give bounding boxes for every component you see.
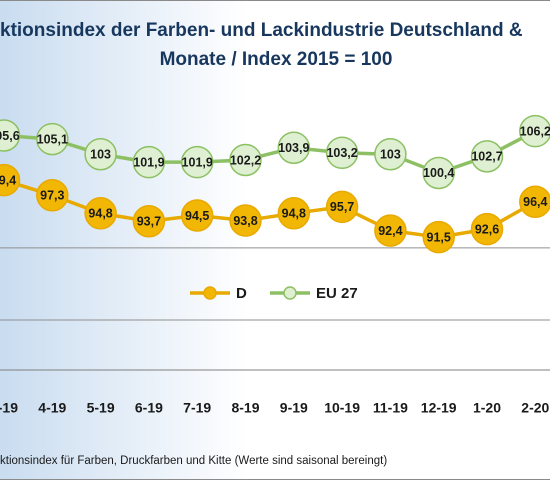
data-point — [0, 119, 21, 152]
x-tick-label: 7-19 — [183, 400, 211, 416]
chart-subtitle: Monate / Index 2015 = 100 — [160, 49, 393, 70]
data-point — [229, 204, 262, 237]
data-point — [277, 197, 311, 230]
data-label: 96,4 — [523, 195, 547, 209]
data-point — [422, 156, 455, 190]
data-label: 101,9 — [133, 155, 164, 169]
data-label: 101,9 — [182, 155, 213, 169]
data-label: 100,4 — [423, 166, 454, 180]
data-point — [84, 197, 117, 230]
data-label: 106,2 — [520, 124, 550, 138]
x-tick-label: 11-19 — [373, 400, 408, 416]
data-label: 94,8 — [282, 207, 306, 221]
legend-marker — [283, 286, 297, 300]
data-point — [229, 143, 262, 177]
data-point — [277, 131, 311, 164]
data-point — [84, 137, 117, 171]
legend-label: D — [236, 285, 247, 302]
data-point — [180, 199, 214, 232]
x-tick-label: 6-19 — [135, 400, 163, 416]
data-point — [470, 212, 504, 246]
data-label: 93,8 — [233, 214, 257, 228]
legend-marker — [203, 286, 217, 300]
data-label: 94,5 — [185, 209, 209, 223]
chart-title: ktionsindex der Farben- und Lackindustri… — [0, 20, 523, 41]
x-tick-label: 3-19 — [0, 400, 18, 416]
data-label: 103 — [380, 148, 401, 162]
data-point — [36, 122, 69, 156]
data-point — [519, 114, 550, 148]
data-label: 103 — [90, 148, 111, 162]
data-label: 99,4 — [0, 173, 16, 187]
data-label: 92,4 — [378, 224, 402, 238]
data-label: 105,6 — [0, 129, 20, 143]
data-point — [132, 145, 166, 179]
x-tick-label: 4-19 — [38, 400, 66, 416]
footnote: ktionsindex für Farben, Druckfarben und … — [0, 455, 387, 467]
data-point — [180, 145, 214, 179]
data-point — [374, 214, 407, 247]
x-tick-label: 1-20 — [473, 400, 501, 416]
data-label: 94,8 — [88, 207, 112, 221]
data-label: 91,5 — [427, 230, 451, 244]
data-label: 102,7 — [471, 150, 502, 164]
data-point — [470, 140, 504, 173]
x-tick-label: 2-20 — [521, 400, 549, 416]
x-tick-label: 9-19 — [280, 400, 308, 416]
x-tick-label: 5-19 — [87, 400, 115, 416]
x-tick-label: 10-19 — [324, 400, 360, 416]
data-point — [0, 163, 21, 197]
legend-label: EU 27 — [316, 285, 358, 302]
data-label: 103,2 — [326, 146, 357, 160]
data-point — [36, 179, 69, 212]
data-point — [374, 137, 407, 171]
x-tick-label: 12-19 — [421, 400, 457, 416]
data-label: 93,7 — [137, 215, 161, 229]
data-point — [325, 190, 359, 224]
data-point — [325, 136, 359, 170]
data-label: 95,7 — [330, 200, 354, 214]
data-point — [519, 185, 550, 219]
x-tick-label: 8-19 — [231, 400, 259, 416]
data-label: 92,6 — [475, 222, 499, 236]
data-point — [132, 204, 166, 238]
data-point — [422, 220, 455, 254]
data-label: 102,2 — [230, 153, 261, 167]
data-label: 97,3 — [40, 189, 64, 203]
data-label: 103,9 — [278, 141, 309, 155]
data-label: 105,1 — [37, 132, 68, 146]
